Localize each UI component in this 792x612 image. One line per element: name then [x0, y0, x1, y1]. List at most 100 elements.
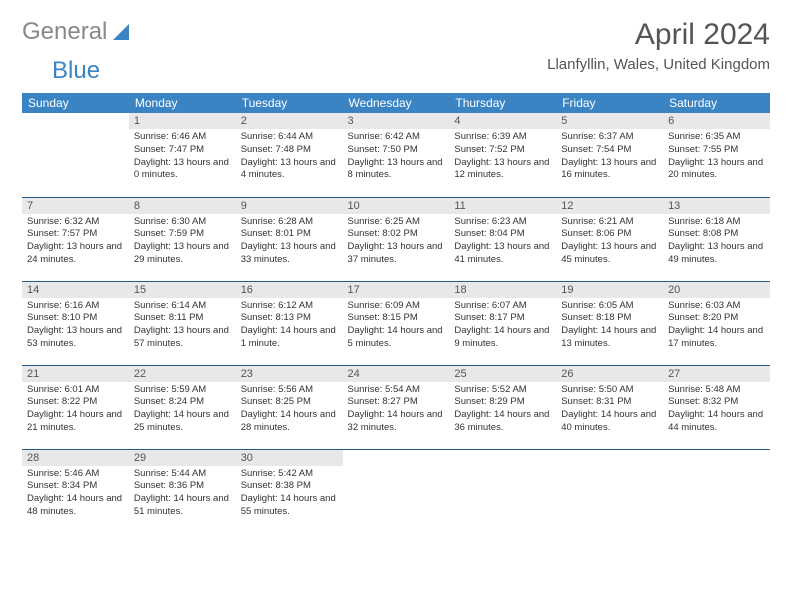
calendar-day-cell: 2Sunrise: 6:44 AMSunset: 7:48 PMDaylight…	[236, 113, 343, 197]
day-content: Sunrise: 6:25 AMSunset: 8:02 PMDaylight:…	[343, 214, 450, 272]
calendar-day-cell: 26Sunrise: 5:50 AMSunset: 8:31 PMDayligh…	[556, 365, 663, 449]
logo-text-blue: Blue	[52, 57, 100, 84]
day-of-week-header: Wednesday	[343, 93, 450, 113]
day-content: Sunrise: 6:39 AMSunset: 7:52 PMDaylight:…	[449, 129, 556, 187]
calendar-day-cell: 4Sunrise: 6:39 AMSunset: 7:52 PMDaylight…	[449, 113, 556, 197]
day-content: Sunrise: 6:03 AMSunset: 8:20 PMDaylight:…	[663, 298, 770, 356]
calendar-day-cell: 1Sunrise: 6:46 AMSunset: 7:47 PMDaylight…	[129, 113, 236, 197]
day-number: 8	[129, 198, 236, 214]
day-number: 24	[343, 366, 450, 382]
calendar-day-cell: 16Sunrise: 6:12 AMSunset: 8:13 PMDayligh…	[236, 281, 343, 365]
days-of-week-row: SundayMondayTuesdayWednesdayThursdayFrid…	[22, 93, 770, 113]
day-content: Sunrise: 6:23 AMSunset: 8:04 PMDaylight:…	[449, 214, 556, 272]
day-number: 2	[236, 113, 343, 129]
day-content: Sunrise: 6:44 AMSunset: 7:48 PMDaylight:…	[236, 129, 343, 187]
day-of-week-header: Friday	[556, 93, 663, 113]
day-number: 15	[129, 282, 236, 298]
day-number: 11	[449, 198, 556, 214]
day-content: Sunrise: 6:07 AMSunset: 8:17 PMDaylight:…	[449, 298, 556, 356]
calendar-week-row: 7Sunrise: 6:32 AMSunset: 7:57 PMDaylight…	[22, 197, 770, 281]
day-of-week-header: Tuesday	[236, 93, 343, 113]
day-number: 17	[343, 282, 450, 298]
logo-sail-icon	[111, 22, 133, 42]
day-number: 6	[663, 113, 770, 129]
day-number: 7	[22, 198, 129, 214]
day-content: Sunrise: 6:28 AMSunset: 8:01 PMDaylight:…	[236, 214, 343, 272]
calendar-day-cell: 23Sunrise: 5:56 AMSunset: 8:25 PMDayligh…	[236, 365, 343, 449]
calendar-day-cell: 7Sunrise: 6:32 AMSunset: 7:57 PMDaylight…	[22, 197, 129, 281]
day-number: 22	[129, 366, 236, 382]
day-number: 10	[343, 198, 450, 214]
day-content: Sunrise: 5:56 AMSunset: 8:25 PMDaylight:…	[236, 382, 343, 440]
calendar-head: SundayMondayTuesdayWednesdayThursdayFrid…	[22, 93, 770, 113]
calendar-day-cell	[343, 449, 450, 533]
day-content: Sunrise: 6:14 AMSunset: 8:11 PMDaylight:…	[129, 298, 236, 356]
day-content: Sunrise: 6:01 AMSunset: 8:22 PMDaylight:…	[22, 382, 129, 440]
day-number: 4	[449, 113, 556, 129]
day-content: Sunrise: 5:50 AMSunset: 8:31 PMDaylight:…	[556, 382, 663, 440]
day-content: Sunrise: 6:42 AMSunset: 7:50 PMDaylight:…	[343, 129, 450, 187]
calendar-table: SundayMondayTuesdayWednesdayThursdayFrid…	[22, 93, 770, 533]
day-number: 20	[663, 282, 770, 298]
calendar-day-cell: 28Sunrise: 5:46 AMSunset: 8:34 PMDayligh…	[22, 449, 129, 533]
day-number: 19	[556, 282, 663, 298]
calendar-day-cell: 5Sunrise: 6:37 AMSunset: 7:54 PMDaylight…	[556, 113, 663, 197]
calendar-day-cell: 9Sunrise: 6:28 AMSunset: 8:01 PMDaylight…	[236, 197, 343, 281]
calendar-day-cell	[556, 449, 663, 533]
day-content: Sunrise: 6:09 AMSunset: 8:15 PMDaylight:…	[343, 298, 450, 356]
day-content: Sunrise: 6:35 AMSunset: 7:55 PMDaylight:…	[663, 129, 770, 187]
calendar-day-cell: 15Sunrise: 6:14 AMSunset: 8:11 PMDayligh…	[129, 281, 236, 365]
calendar-body: 1Sunrise: 6:46 AMSunset: 7:47 PMDaylight…	[22, 113, 770, 533]
day-content: Sunrise: 5:46 AMSunset: 8:34 PMDaylight:…	[22, 466, 129, 524]
day-of-week-header: Thursday	[449, 93, 556, 113]
day-content: Sunrise: 6:32 AMSunset: 7:57 PMDaylight:…	[22, 214, 129, 272]
calendar-day-cell: 17Sunrise: 6:09 AMSunset: 8:15 PMDayligh…	[343, 281, 450, 365]
day-content: Sunrise: 6:30 AMSunset: 7:59 PMDaylight:…	[129, 214, 236, 272]
calendar-day-cell: 13Sunrise: 6:18 AMSunset: 8:08 PMDayligh…	[663, 197, 770, 281]
calendar-day-cell: 24Sunrise: 5:54 AMSunset: 8:27 PMDayligh…	[343, 365, 450, 449]
day-of-week-header: Monday	[129, 93, 236, 113]
day-content: Sunrise: 6:21 AMSunset: 8:06 PMDaylight:…	[556, 214, 663, 272]
day-content: Sunrise: 5:54 AMSunset: 8:27 PMDaylight:…	[343, 382, 450, 440]
location-text: Llanfyllin, Wales, United Kingdom	[547, 56, 770, 73]
day-number: 23	[236, 366, 343, 382]
day-content: Sunrise: 5:52 AMSunset: 8:29 PMDaylight:…	[449, 382, 556, 440]
calendar-day-cell: 3Sunrise: 6:42 AMSunset: 7:50 PMDaylight…	[343, 113, 450, 197]
day-content: Sunrise: 6:18 AMSunset: 8:08 PMDaylight:…	[663, 214, 770, 272]
day-number: 27	[663, 366, 770, 382]
day-number: 30	[236, 450, 343, 466]
calendar-day-cell: 6Sunrise: 6:35 AMSunset: 7:55 PMDaylight…	[663, 113, 770, 197]
calendar-week-row: 1Sunrise: 6:46 AMSunset: 7:47 PMDaylight…	[22, 113, 770, 197]
day-number: 18	[449, 282, 556, 298]
day-number: 25	[449, 366, 556, 382]
day-content: Sunrise: 5:44 AMSunset: 8:36 PMDaylight:…	[129, 466, 236, 524]
day-number: 1	[129, 113, 236, 129]
day-of-week-header: Saturday	[663, 93, 770, 113]
calendar-day-cell: 8Sunrise: 6:30 AMSunset: 7:59 PMDaylight…	[129, 197, 236, 281]
day-content: Sunrise: 6:37 AMSunset: 7:54 PMDaylight:…	[556, 129, 663, 187]
calendar-day-cell: 22Sunrise: 5:59 AMSunset: 8:24 PMDayligh…	[129, 365, 236, 449]
calendar-day-cell: 20Sunrise: 6:03 AMSunset: 8:20 PMDayligh…	[663, 281, 770, 365]
calendar-day-cell: 27Sunrise: 5:48 AMSunset: 8:32 PMDayligh…	[663, 365, 770, 449]
calendar-day-cell: 30Sunrise: 5:42 AMSunset: 8:38 PMDayligh…	[236, 449, 343, 533]
calendar-day-cell: 29Sunrise: 5:44 AMSunset: 8:36 PMDayligh…	[129, 449, 236, 533]
calendar-week-row: 21Sunrise: 6:01 AMSunset: 8:22 PMDayligh…	[22, 365, 770, 449]
day-number: 13	[663, 198, 770, 214]
calendar-week-row: 14Sunrise: 6:16 AMSunset: 8:10 PMDayligh…	[22, 281, 770, 365]
calendar-day-cell: 21Sunrise: 6:01 AMSunset: 8:22 PMDayligh…	[22, 365, 129, 449]
day-number: 28	[22, 450, 129, 466]
day-content: Sunrise: 6:05 AMSunset: 8:18 PMDaylight:…	[556, 298, 663, 356]
title-block: April 2024 Llanfyllin, Wales, United Kin…	[547, 18, 770, 73]
day-number: 3	[343, 113, 450, 129]
day-content: Sunrise: 6:12 AMSunset: 8:13 PMDaylight:…	[236, 298, 343, 356]
calendar-day-cell: 12Sunrise: 6:21 AMSunset: 8:06 PMDayligh…	[556, 197, 663, 281]
calendar-day-cell	[449, 449, 556, 533]
calendar-day-cell: 18Sunrise: 6:07 AMSunset: 8:17 PMDayligh…	[449, 281, 556, 365]
day-number: 26	[556, 366, 663, 382]
calendar-day-cell: 19Sunrise: 6:05 AMSunset: 8:18 PMDayligh…	[556, 281, 663, 365]
calendar-day-cell: 25Sunrise: 5:52 AMSunset: 8:29 PMDayligh…	[449, 365, 556, 449]
day-number: 16	[236, 282, 343, 298]
calendar-day-cell: 14Sunrise: 6:16 AMSunset: 8:10 PMDayligh…	[22, 281, 129, 365]
day-number: 9	[236, 198, 343, 214]
day-content: Sunrise: 5:59 AMSunset: 8:24 PMDaylight:…	[129, 382, 236, 440]
